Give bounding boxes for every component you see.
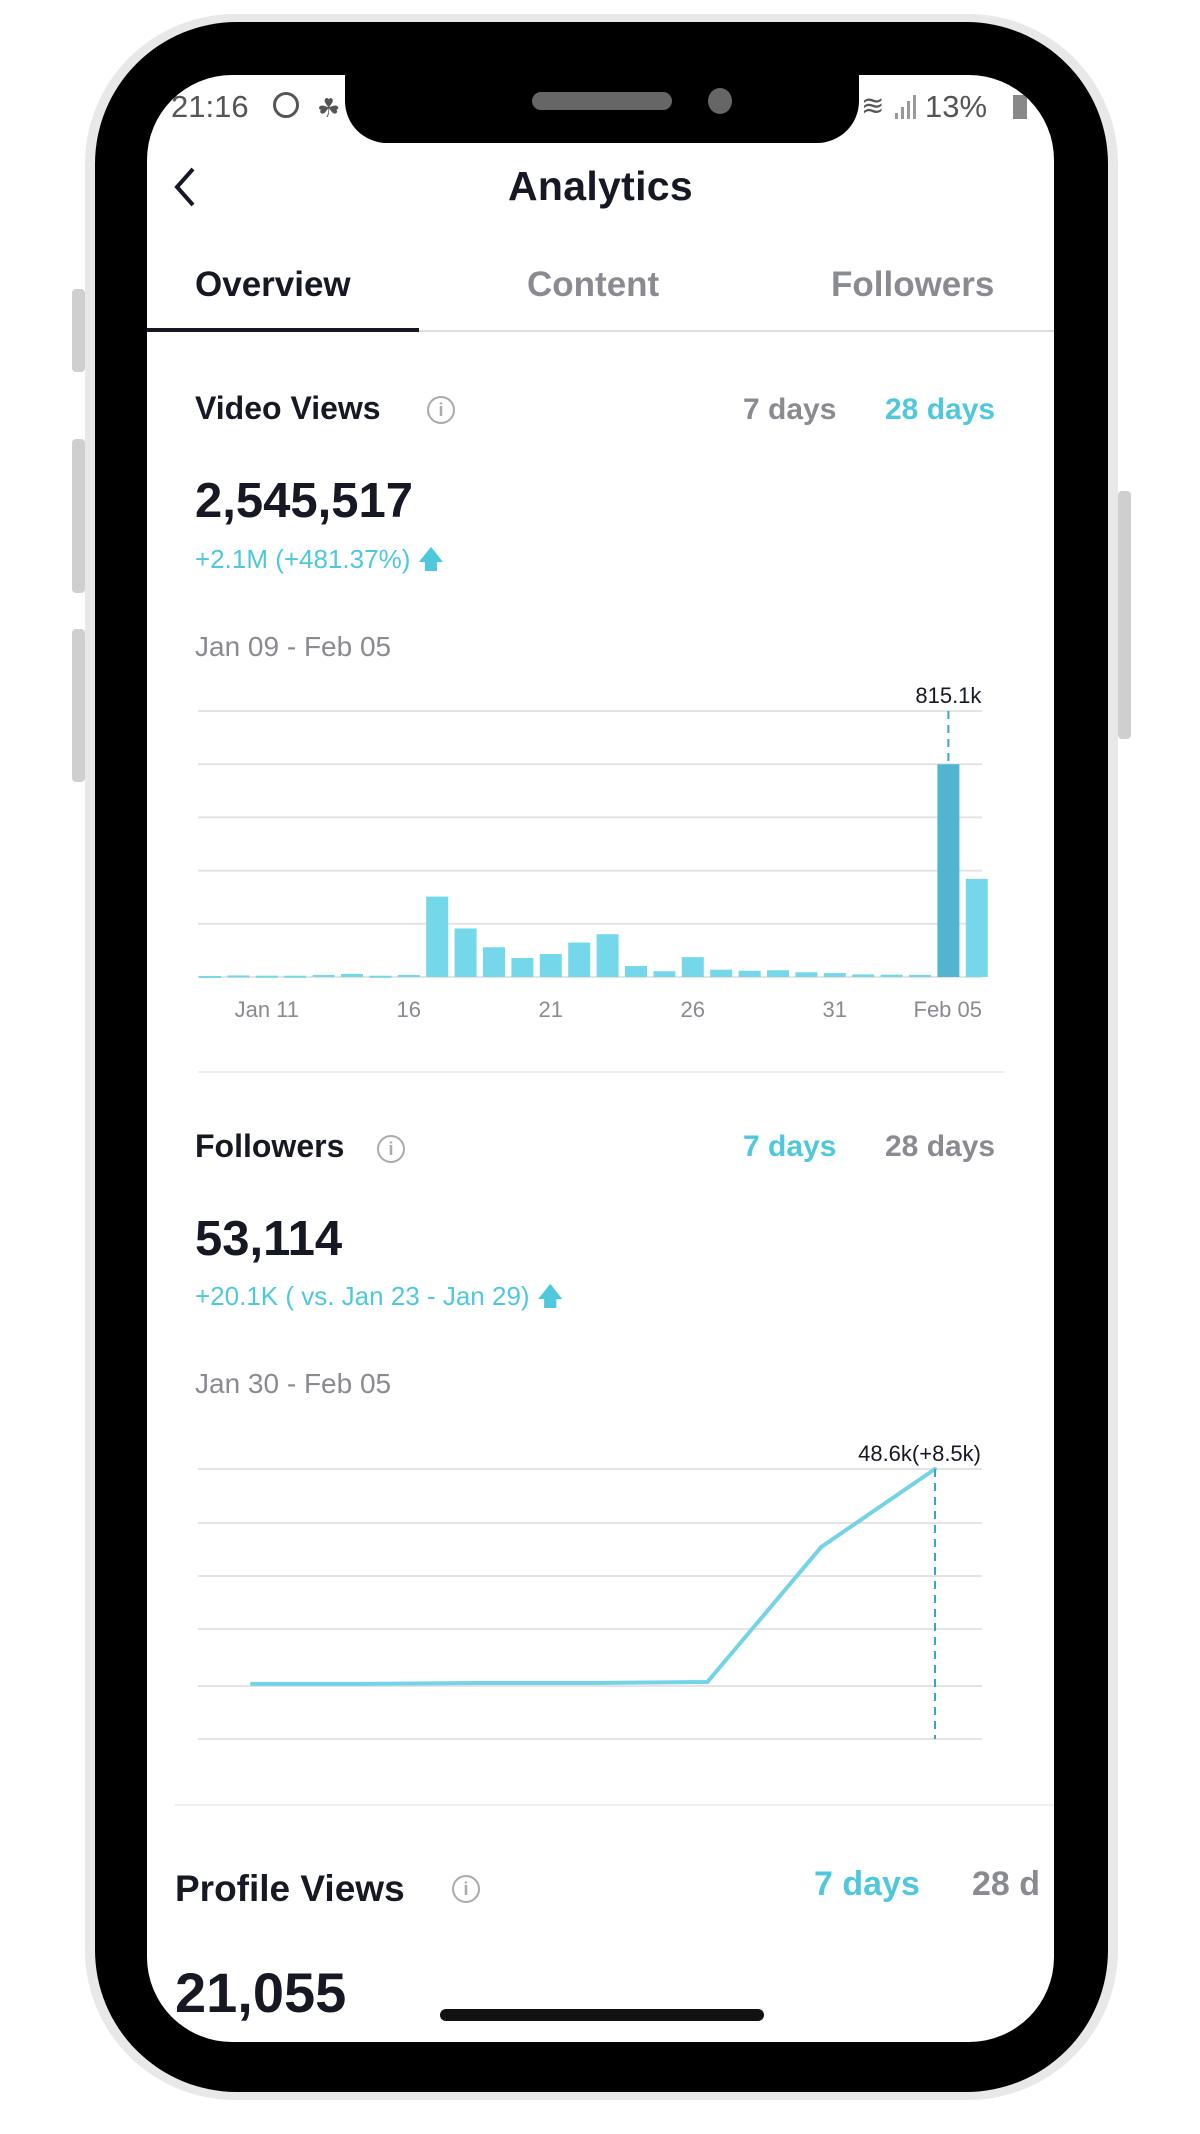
page-title: Analytics: [508, 163, 693, 209]
info-icon[interactable]: i: [427, 396, 455, 424]
bar-feb-01[interactable]: [852, 974, 875, 977]
bar-jan-14[interactable]: [341, 973, 363, 977]
followers-7-days[interactable]: 7 days: [743, 1130, 837, 1163]
followers-period: Jan 30 - Feb 05: [195, 1368, 392, 1399]
camera: [708, 88, 732, 114]
point-jan-31[interactable]: [363, 1681, 368, 1686]
signal-icon: [895, 93, 917, 119]
section-divider: [175, 1804, 1054, 1806]
video-views-title: Video Views: [195, 390, 381, 426]
followers-28-days[interactable]: 28 days: [885, 1130, 996, 1163]
volume-up-button: [72, 439, 85, 593]
followers-total: 53,114: [195, 1212, 343, 1266]
battery-charging-icon: [1013, 95, 1027, 119]
bar-jan-16[interactable]: [397, 974, 420, 977]
bar-jan-12[interactable]: [284, 975, 307, 978]
info-icon[interactable]: i: [452, 1875, 480, 1903]
battery-percent: 13%: [925, 89, 988, 124]
bar-jan-11[interactable]: [255, 975, 278, 978]
profile-views-total: 21,055: [175, 1961, 347, 2024]
profile-views-7-days[interactable]: 7 days: [814, 1865, 920, 1903]
side-button: [72, 289, 85, 372]
tab-overview[interactable]: Overview: [195, 265, 351, 304]
point-feb-01[interactable]: [477, 1680, 482, 1685]
active-tab-indicator: [147, 328, 419, 332]
profile-views-title: Profile Views: [175, 1868, 405, 1909]
followers-title: Followers: [195, 1128, 345, 1164]
bar-feb-04[interactable]: [937, 764, 960, 977]
bar-jan-27[interactable]: [710, 969, 733, 977]
bar-jan-20[interactable]: [511, 957, 534, 977]
x-tick-label: 26: [681, 997, 705, 1022]
point-feb-03[interactable]: [705, 1680, 710, 1685]
bar-feb-05[interactable]: [965, 878, 988, 977]
highlight-value-label: 815.1k: [915, 683, 982, 708]
point-jan-30[interactable]: [250, 1681, 254, 1686]
bar-jan-17[interactable]: [426, 896, 449, 977]
arrow-up-icon: 🡅: [536, 1281, 564, 1311]
volume-down-button: [72, 629, 85, 782]
followers-chart: 48.6k(+8.5k): [198, 1441, 982, 1740]
bar-jan-29[interactable]: [767, 970, 789, 977]
video-views-7-days[interactable]: 7 days: [743, 393, 837, 426]
bar-jan-09[interactable]: [199, 975, 221, 978]
x-tick-label: Feb 05: [914, 997, 983, 1022]
video-views-delta: +2.1M (+481.37%) 🡅: [195, 541, 444, 585]
followers-delta: +20.1K ( vs. Jan 23 - Jan 29) 🡅: [195, 1278, 564, 1322]
point-feb-04[interactable]: [819, 1545, 824, 1550]
arrow-up-icon: 🡅: [417, 544, 445, 574]
x-tick-label: 21: [539, 997, 563, 1022]
bar-jan-24[interactable]: [625, 966, 647, 977]
bar-jan-21[interactable]: [539, 954, 562, 977]
video-views-28-days[interactable]: 28 days: [885, 393, 996, 426]
bar-jan-23[interactable]: [596, 934, 619, 977]
chevron-left-icon: [174, 167, 195, 207]
bar-jan-22[interactable]: [568, 942, 591, 977]
bar-jan-18[interactable]: [454, 928, 477, 977]
bar-jan-31[interactable]: [823, 973, 846, 977]
bar-jan-19[interactable]: [483, 947, 505, 977]
home-indicator[interactable]: [440, 2009, 764, 2021]
bar-jan-10[interactable]: [227, 975, 250, 978]
bar-jan-30[interactable]: [795, 972, 818, 977]
video-views-delta-text: +2.1M (+481.37%): [195, 544, 411, 574]
bar-jan-25[interactable]: [653, 971, 676, 977]
tabs-divider: [147, 330, 1054, 332]
followers-delta-text: +20.1K ( vs. Jan 23 - Jan 29): [195, 1281, 530, 1311]
bar-feb-03[interactable]: [909, 974, 931, 977]
power-button: [1118, 491, 1131, 739]
point-feb-02[interactable]: [591, 1680, 596, 1685]
bar-jan-28[interactable]: [738, 970, 761, 977]
notification-icon: ☘: [317, 93, 341, 123]
bar-jan-13[interactable]: [312, 974, 335, 977]
profile-views-28-days[interactable]: 28 d: [972, 1865, 1041, 1903]
wifi-icon: ≋: [861, 90, 885, 121]
bar-jan-15[interactable]: [369, 975, 392, 978]
back-button[interactable]: [169, 165, 205, 209]
x-tick-label: Jan 11: [235, 997, 299, 1022]
tab-followers[interactable]: Followers: [831, 265, 995, 304]
section-divider: [198, 1071, 1004, 1073]
bar-feb-02[interactable]: [880, 974, 903, 977]
video-views-total: 2,545,517: [195, 474, 413, 528]
status-time: 21:16: [171, 89, 249, 124]
screen: 21:16 ☘ ≋ 13% Analytics Overview Content…: [147, 75, 1054, 2042]
info-icon[interactable]: i: [377, 1135, 405, 1163]
whatsapp-icon: [273, 92, 299, 118]
bar-jan-26[interactable]: [681, 957, 704, 977]
video-views-chart: Jan 11 16 21 26 31 Feb 05 815.1k: [198, 683, 988, 1022]
tab-content[interactable]: Content: [527, 265, 660, 304]
x-tick-label: 31: [823, 997, 847, 1022]
notch: [345, 75, 859, 143]
speaker: [532, 92, 672, 110]
x-tick-label: 16: [397, 997, 421, 1022]
video-views-period: Jan 09 - Feb 05: [195, 631, 392, 662]
highlight-value-label: 48.6k(+8.5k): [858, 1441, 981, 1466]
